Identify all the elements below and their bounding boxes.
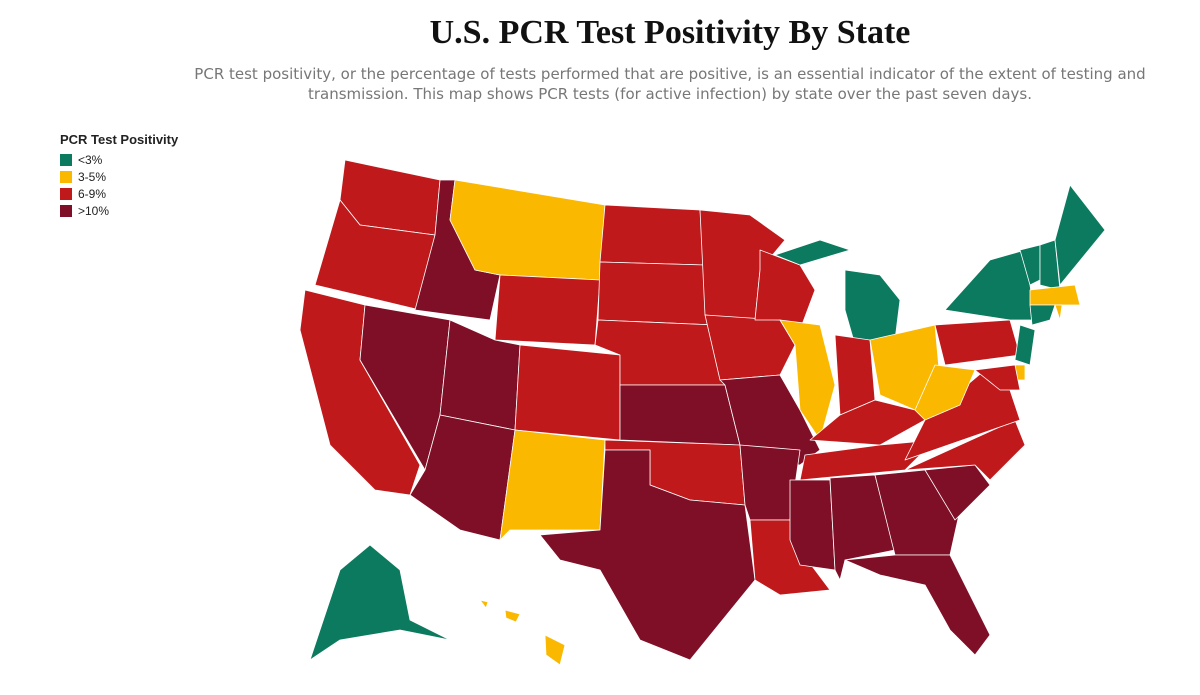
legend-item: >10%	[60, 202, 178, 219]
state	[974, 364, 1021, 391]
state	[914, 364, 976, 421]
legend: PCR Test Positivity <3% 3-5% 6-9% >10%	[60, 132, 178, 219]
state	[449, 179, 606, 281]
state	[944, 249, 1036, 321]
legend-items: <3% 3-5% 6-9% >10%	[60, 151, 178, 219]
state	[789, 479, 836, 571]
state	[539, 449, 756, 661]
legend-swatch	[60, 153, 72, 166]
legend-swatch	[60, 170, 72, 183]
legend-label: 6-9%	[78, 186, 107, 201]
legend-label: 3-5%	[78, 169, 107, 184]
legend-swatch	[60, 204, 72, 217]
state	[1029, 284, 1081, 306]
legend-swatch	[60, 187, 72, 200]
state	[924, 464, 991, 521]
state	[599, 204, 706, 266]
state	[704, 314, 796, 381]
state	[597, 261, 716, 326]
state	[844, 554, 991, 656]
title: U.S. PCR Test Positivity By State	[429, 14, 911, 51]
state	[1054, 184, 1106, 286]
state	[494, 274, 601, 346]
state	[514, 344, 621, 441]
legend-item: <3%	[60, 151, 178, 168]
state	[544, 634, 566, 666]
legend-item: 6-9%	[60, 185, 178, 202]
state	[619, 384, 741, 446]
legend-item: 3-5%	[60, 168, 178, 185]
legend-title: PCR Test Positivity	[60, 132, 179, 147]
legend-label: >10%	[78, 203, 110, 218]
state	[934, 319, 1021, 366]
state	[499, 429, 606, 541]
state	[774, 239, 851, 266]
state	[1029, 304, 1056, 326]
state	[1054, 304, 1063, 321]
legend-label: <3%	[78, 152, 103, 167]
state	[1014, 324, 1036, 366]
state	[719, 374, 821, 466]
state	[504, 609, 521, 623]
state	[309, 544, 451, 661]
state	[904, 369, 1021, 461]
subtitle: PCR test positivity, or the percentage o…	[194, 65, 1146, 103]
state	[479, 599, 489, 609]
state	[844, 269, 901, 346]
